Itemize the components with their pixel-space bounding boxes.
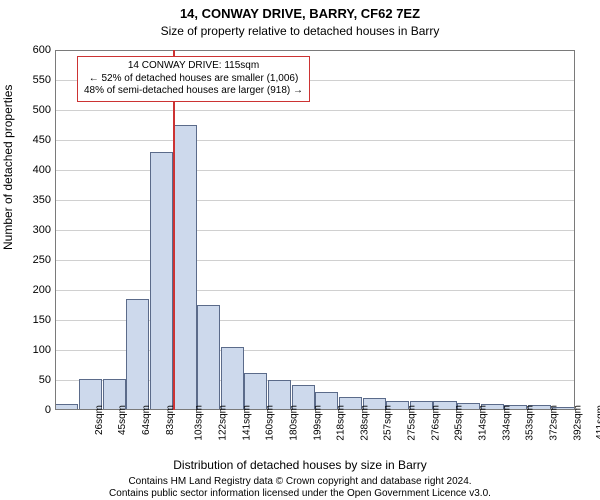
x-tick-label: 180sqm [288, 405, 299, 441]
y-tick-label: 150 [11, 314, 51, 326]
x-tick-label: 276sqm [430, 405, 441, 441]
y-tick-label: 100 [11, 344, 51, 356]
x-tick-label: 295sqm [454, 405, 465, 441]
x-tick-label: 372sqm [548, 405, 559, 441]
y-tick-label: 500 [11, 104, 51, 116]
y-tick-label: 350 [11, 194, 51, 206]
x-tick-label: 26sqm [94, 405, 105, 435]
x-tick-label: 141sqm [241, 405, 252, 441]
x-axis-label: Distribution of detached houses by size … [0, 458, 600, 472]
annotation-line-2: ← 52% of detached houses are smaller (1,… [84, 73, 303, 86]
x-tick-label: 275sqm [407, 405, 418, 441]
x-tick-label: 160sqm [265, 405, 276, 441]
y-tick-label: 0 [11, 404, 51, 416]
x-tick-label: 257sqm [383, 405, 394, 441]
x-tick-label: 392sqm [572, 405, 583, 441]
annotation-line-3: 48% of semi-detached houses are larger (… [84, 85, 303, 98]
x-tick-label: 218sqm [336, 405, 347, 441]
y-tick-label: 200 [11, 284, 51, 296]
x-tick-label: 122sqm [218, 405, 229, 441]
x-tick-label: 199sqm [312, 405, 323, 441]
y-tick-label: 50 [11, 374, 51, 386]
y-tick-label: 400 [11, 164, 51, 176]
y-tick-label: 300 [11, 224, 51, 236]
footer-line-2: Contains public sector information licen… [0, 488, 600, 499]
x-tick-label: 353sqm [525, 405, 536, 441]
plot-area: 14 CONWAY DRIVE: 115sqm ← 52% of detache… [55, 50, 575, 410]
annotation-line-1: 14 CONWAY DRIVE: 115sqm [84, 60, 303, 73]
x-tick-label: 314sqm [478, 405, 489, 441]
x-tick-label: 83sqm [165, 405, 176, 435]
plot-border [55, 50, 575, 410]
chart-title: 14, CONWAY DRIVE, BARRY, CF62 7EZ [0, 6, 600, 21]
x-tick-label: 64sqm [141, 405, 152, 435]
y-tick-label: 600 [11, 44, 51, 56]
x-tick-label: 411sqm [595, 405, 600, 440]
chart-subtitle: Size of property relative to detached ho… [0, 24, 600, 38]
y-tick-label: 250 [11, 254, 51, 266]
x-tick-label: 45sqm [117, 405, 128, 435]
footer-line-1: Contains HM Land Registry data © Crown c… [0, 476, 600, 487]
chart-container: { "chart": { "type": "histogram", "title… [0, 0, 600, 500]
marker-line [173, 50, 175, 410]
y-tick-label: 550 [11, 74, 51, 86]
annotation-box: 14 CONWAY DRIVE: 115sqm ← 52% of detache… [77, 56, 310, 102]
y-tick-label: 450 [11, 134, 51, 146]
x-tick-label: 334sqm [501, 405, 512, 441]
x-tick-label: 238sqm [359, 405, 370, 441]
x-tick-label: 103sqm [194, 405, 205, 441]
